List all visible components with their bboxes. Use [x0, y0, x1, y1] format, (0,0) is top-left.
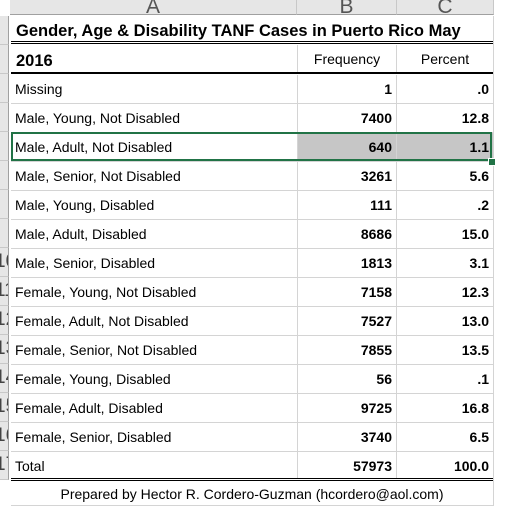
row-number[interactable]	[0, 74, 9, 103]
row-number[interactable]	[0, 190, 9, 219]
frequency-cell[interactable]: 8686	[298, 220, 397, 248]
total-row: Total 57973 100.0	[11, 452, 493, 481]
category-cell[interactable]: Missing	[11, 75, 298, 103]
percent-cell[interactable]: .2	[477, 197, 489, 213]
percent-cell[interactable]: 13.0	[461, 313, 489, 329]
row-number[interactable]: 11	[0, 277, 9, 306]
row-number[interactable]: 13	[0, 335, 9, 364]
table-row: Male, Adult, Not Disabled 640 1.1	[11, 133, 493, 162]
percent-cell[interactable]: 16.8	[461, 400, 489, 416]
row-number[interactable]	[0, 161, 9, 190]
row-number[interactable]	[0, 45, 9, 74]
percent-cell[interactable]: 3.1	[469, 255, 489, 271]
category-cell[interactable]: Female, Senior, Disabled	[11, 423, 298, 451]
frequency-cell[interactable]: 640	[298, 133, 397, 161]
row-number[interactable]	[0, 132, 9, 161]
frequency-cell[interactable]: 3261	[298, 162, 397, 190]
table-row: Female, Adult, Not Disabled 7527 13.0	[11, 307, 493, 336]
row-number[interactable]	[0, 219, 9, 248]
frequency-cell[interactable]: 111	[298, 191, 397, 219]
table-row: Male, Adult, Disabled 8686 15.0	[11, 220, 493, 249]
table-row: Female, Young, Disabled 56 .1	[11, 365, 493, 394]
category-cell[interactable]: Total	[11, 452, 298, 478]
table-row: Male, Young, Disabled 111 .2	[11, 191, 493, 220]
percent-cell[interactable]: .0	[477, 81, 489, 97]
row-number[interactable]	[0, 16, 9, 45]
row-number[interactable]: 14	[0, 364, 9, 393]
row-number[interactable]: 15	[0, 393, 9, 422]
column-header-b[interactable]: B	[297, 0, 397, 15]
page-title[interactable]: Gender, Age & Disability TANF Cases in P…	[11, 16, 493, 70]
table-row: Female, Senior, Not Disabled 7855 13.5	[11, 336, 493, 365]
frequency-cell[interactable]: 57973	[298, 452, 397, 478]
fill-handle[interactable]	[488, 158, 496, 166]
percent-cell[interactable]: .1	[477, 371, 489, 387]
percent-cell[interactable]: 1.1	[397, 133, 493, 161]
column-header-a[interactable]: A	[10, 0, 297, 15]
category-cell[interactable]: Female, Senior, Not Disabled	[11, 336, 298, 364]
category-cell[interactable]: Male, Adult, Disabled	[11, 220, 298, 248]
category-cell[interactable]: Female, Young, Not Disabled	[11, 278, 298, 306]
frequency-cell[interactable]: 7158	[298, 278, 397, 306]
frequency-cell[interactable]: 1	[298, 75, 397, 103]
footer-note[interactable]: Prepared by Hector R. Cordero-Guzman (hc…	[11, 484, 493, 506]
category-cell[interactable]: Male, Senior, Not Disabled	[11, 162, 298, 190]
table-row: Male, Senior, Not Disabled 3261 5.6	[11, 162, 493, 191]
category-cell[interactable]: Female, Adult, Not Disabled	[11, 307, 298, 335]
category-cell[interactable]: Female, Adult, Disabled	[11, 394, 298, 422]
frequency-cell[interactable]: 9725	[298, 394, 397, 422]
row-number[interactable]: 17	[0, 451, 9, 480]
row-number[interactable]: 10	[0, 248, 9, 277]
category-cell[interactable]: Male, Young, Disabled	[11, 191, 298, 219]
table-row: Male, Senior, Disabled 1813 3.1	[11, 249, 493, 278]
header-percent-cell[interactable]: Percent	[420, 51, 470, 67]
category-cell[interactable]: Male, Young, Not Disabled	[11, 104, 298, 132]
table-right-border	[493, 16, 494, 506]
table-row: Female, Senior, Disabled 3740 6.5	[11, 423, 493, 452]
percent-cell[interactable]: 12.3	[461, 284, 489, 300]
row-number[interactable]: 16	[0, 422, 9, 451]
percent-cell[interactable]: 6.5	[469, 429, 489, 445]
frequency-cell[interactable]: 56	[298, 365, 397, 393]
header-category-cell[interactable]	[11, 45, 298, 72]
category-cell[interactable]: Female, Young, Disabled	[11, 365, 298, 393]
percent-cell[interactable]: 13.5	[461, 342, 489, 358]
percent-cell[interactable]: 5.6	[469, 168, 489, 184]
percent-cell[interactable]: 15.0	[461, 226, 489, 242]
frequency-cell[interactable]: 7855	[298, 336, 397, 364]
table-row: Male, Young, Not Disabled 7400 12.8	[11, 104, 493, 133]
frequency-cell[interactable]: 1813	[298, 249, 397, 277]
category-cell[interactable]: Male, Senior, Disabled	[11, 249, 298, 277]
row-number[interactable]	[0, 103, 9, 132]
table-row: Female, Adult, Disabled 9725 16.8	[11, 394, 493, 423]
frequency-cell[interactable]: 3740	[298, 423, 397, 451]
table-row: Missing 1 .0	[11, 75, 493, 104]
frequency-cell[interactable]: 7527	[298, 307, 397, 335]
row-number[interactable]: 12	[0, 306, 9, 335]
column-header-c[interactable]: C	[397, 0, 494, 15]
category-cell[interactable]: Male, Adult, Not Disabled	[11, 133, 298, 161]
percent-cell[interactable]: 100.0	[453, 458, 489, 474]
frequency-cell[interactable]: 7400	[298, 104, 397, 132]
percent-cell[interactable]: 12.8	[461, 110, 489, 126]
table-row: Female, Young, Not Disabled 7158 12.3	[11, 278, 493, 307]
header-frequency-cell[interactable]: Frequency	[298, 45, 397, 72]
table-header-row: Frequency Percent	[11, 45, 493, 74]
